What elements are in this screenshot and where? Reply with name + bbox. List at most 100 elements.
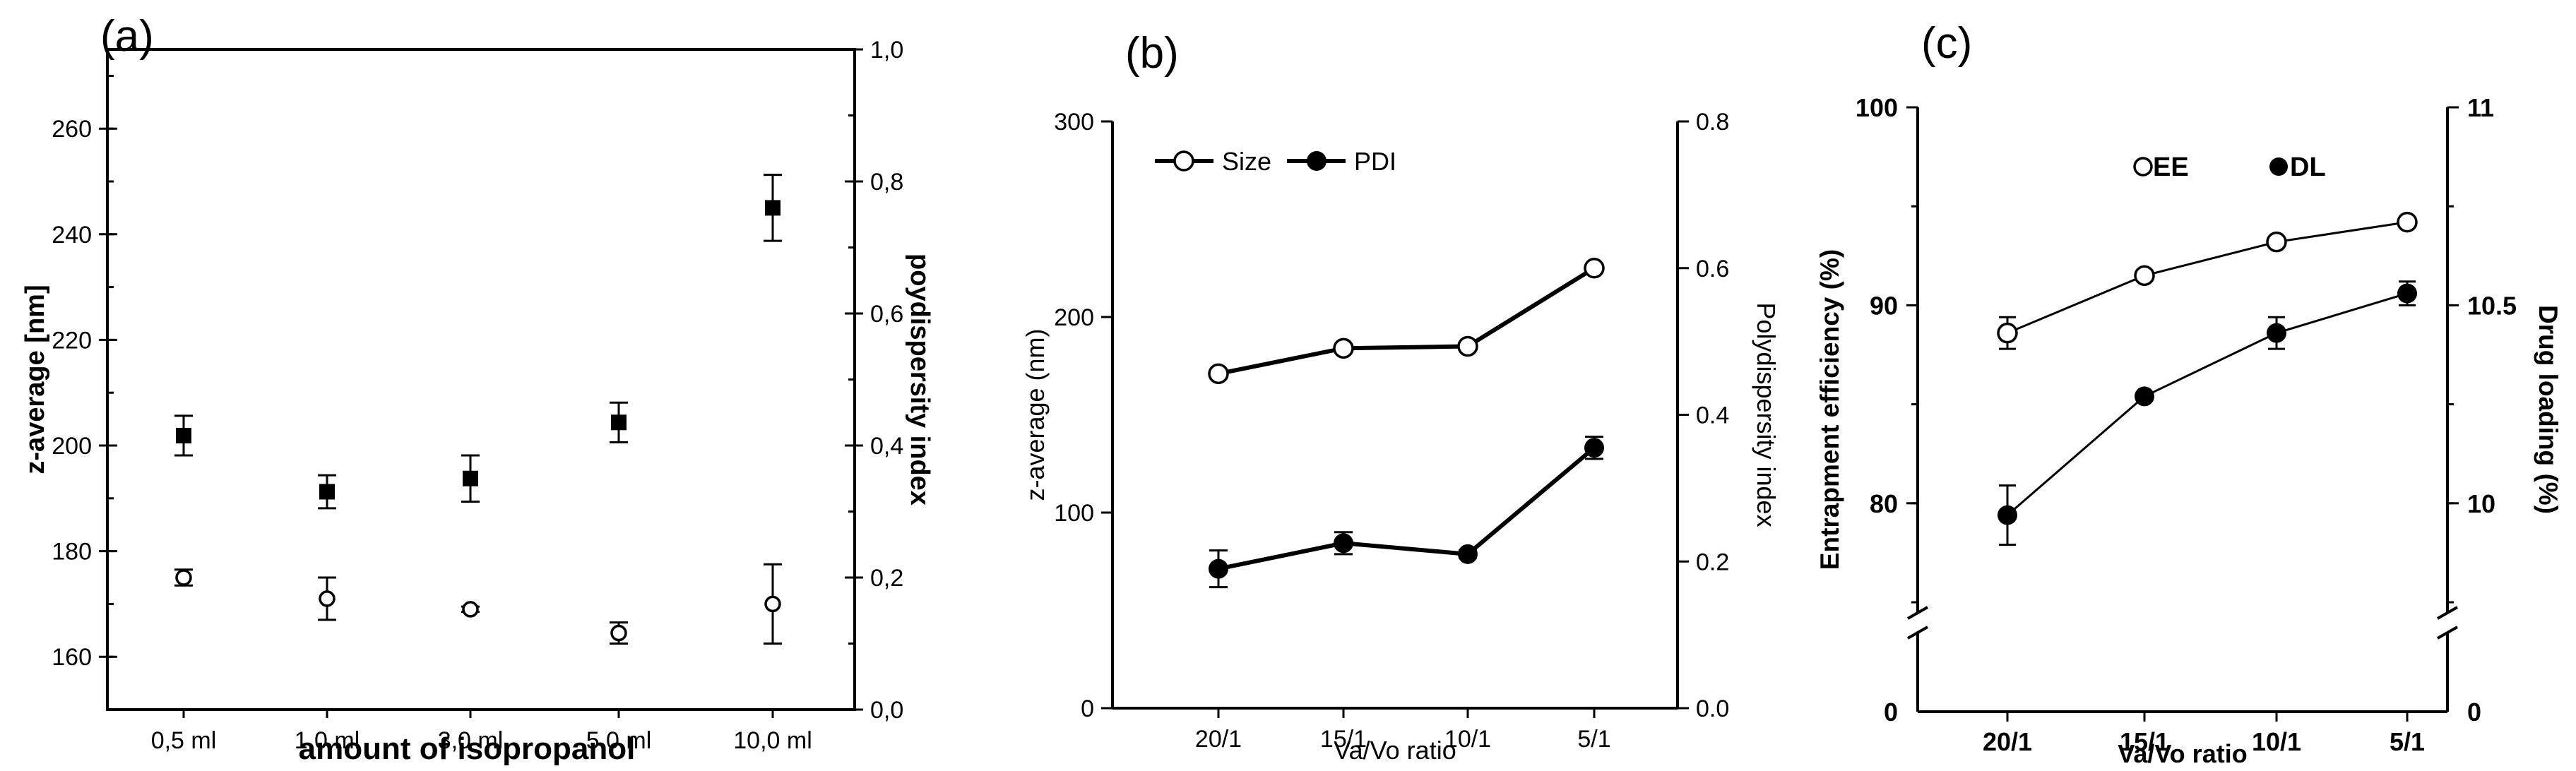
y2-tick-label: 1,0: [870, 37, 903, 64]
y-tick-label: 300: [1054, 109, 1094, 136]
data-point-pdi: [1584, 438, 1604, 458]
y2-zero-label: 0: [2467, 698, 2481, 727]
y2-tick-label: 0.4: [1696, 402, 1729, 429]
y-axis-label: Entrapment efficiency (%): [1815, 249, 1844, 570]
y-tick-label: 200: [1054, 304, 1094, 331]
y2-axis-label: Polydispersity index: [1752, 302, 1781, 527]
x-tick-label: 10/1: [1444, 726, 1491, 753]
series-line-ee: [2007, 221, 2408, 335]
plot-frame: [106, 48, 856, 711]
y2-axis-label: poydispersity index: [905, 253, 934, 506]
y-axis-label: z-average [nm]: [20, 285, 50, 474]
axis-break-mark: [2437, 606, 2458, 620]
x-tick-label: 1,0 ml: [295, 727, 360, 754]
data-point-size: [1584, 258, 1605, 279]
data-point-dl: [1998, 505, 2017, 525]
series-line-pdi: [1218, 446, 1596, 571]
y2-tick-label: 0.0: [1696, 695, 1729, 722]
legend-label-pdi: PDI: [1354, 147, 1396, 176]
y2-tick-label: 0.6: [1696, 256, 1729, 282]
data-point-filled-square: [176, 427, 191, 443]
x-tick-label: 20/1: [1983, 727, 2032, 756]
x-tick-label: 3,0 ml: [438, 727, 504, 754]
x-tick-label: 15/1: [1320, 726, 1367, 753]
legend-label-size: Size: [1222, 147, 1271, 176]
x-axis-label: amount of isopropanol: [299, 731, 636, 766]
y-tick-label: 80: [1870, 489, 1898, 518]
y2-tick-label: 11: [2467, 93, 2494, 122]
panel-label: (a): [100, 12, 154, 61]
data-point-open-circle: [319, 590, 336, 607]
data-point-dl: [2267, 323, 2286, 343]
data-point-size: [1333, 337, 1354, 359]
y-zero-label: 0: [1884, 698, 1898, 727]
data-point-open-circle: [462, 601, 479, 618]
y2-tick-label: 0,2: [870, 565, 903, 592]
x-tick-label: 5/1: [2390, 727, 2425, 756]
data-point-ee: [2266, 231, 2287, 253]
data-point-ee: [2134, 265, 2155, 287]
y-tick-label: 0: [1081, 695, 1094, 722]
panel-label: (c): [1921, 19, 1972, 68]
panel-b: (b) 0 100 200 300 0.0 0.2 0.4 0.6 0.8 20/1 15/1 10/1…: [1021, 29, 1781, 765]
y-tick-label: 240: [52, 222, 92, 249]
panel-c: (c) 80 90 100 10 10.5 11 0 0 20/1 15/1 10/1 5/1 Va/Vo…: [1815, 19, 2563, 768]
y2-tick-label: 0.2: [1696, 549, 1729, 575]
axis-break-mark: [1907, 606, 1928, 620]
y-tick-label: 90: [1870, 291, 1898, 320]
data-point-pdi: [1209, 558, 1228, 579]
data-point-open-circle: [764, 595, 781, 613]
panel-label: (b): [1125, 29, 1179, 78]
y2-tick-label: 0,8: [870, 169, 903, 196]
y-tick-label: 220: [52, 327, 92, 354]
series-line-size: [1218, 266, 1596, 376]
y2-tick-label: 0,6: [870, 301, 903, 328]
data-point-filled-square: [463, 470, 478, 486]
data-point-filled-square: [319, 484, 335, 500]
x-tick-label: 0,5 ml: [151, 727, 217, 754]
data-point-ee: [2397, 211, 2418, 233]
y-tick-label: 260: [52, 116, 92, 143]
legend-label-ee: EE: [2153, 153, 2189, 182]
legend-marker-size: [1173, 150, 1194, 172]
x-tick-label: 5,0 ml: [586, 727, 652, 754]
y-tick-label: 100: [1054, 500, 1094, 527]
data-point-pdi: [1458, 544, 1478, 564]
series-line-dl: [2007, 292, 2408, 516]
legend-label-dl: DL: [2290, 153, 2326, 182]
legend-marker-ee: [2133, 157, 2153, 177]
panel-a: (a) 160 180 200 220 240 260 0,0 0,2 0,4 0,6 0,8 1,0 0…: [20, 12, 934, 766]
data-point-size: [1457, 335, 1478, 357]
y2-tick-label: 0,0: [870, 697, 903, 724]
data-point-open-circle: [175, 569, 192, 586]
y-tick-label: 200: [52, 433, 92, 460]
axis-break-mark: [2437, 626, 2458, 640]
y-tick-label: 160: [52, 644, 92, 671]
legend-marker-pdi: [1307, 151, 1326, 171]
x-tick-label: 20/1: [1195, 726, 1242, 753]
y2-tick-label: 10.5: [2467, 291, 2517, 320]
y2-tick-label: 0,4: [870, 433, 903, 460]
x-axis-label: Va/Vo ratio: [1334, 736, 1456, 765]
y-tick-label: 180: [52, 539, 92, 566]
x-tick-label: 15/1: [2120, 727, 2169, 756]
data-point-filled-square: [611, 414, 627, 431]
x-axis-label: Va/Vo ratio: [2118, 739, 2247, 768]
axis-break-mark: [1907, 626, 1928, 640]
data-point-dl: [2397, 283, 2417, 304]
x-tick-label: 5/1: [1577, 726, 1610, 753]
y2-axis-label: Drug loading (%): [2534, 305, 2563, 514]
y2-tick-label: 0.8: [1696, 109, 1729, 136]
x-tick-label: 10,0 ml: [733, 727, 812, 754]
data-point-dl: [2135, 386, 2154, 407]
y-axis-label: z-average (nm): [1021, 328, 1050, 501]
y-tick-label: 100: [1856, 93, 1898, 122]
x-tick-label: 10/1: [2252, 727, 2301, 756]
data-point-ee: [1997, 322, 2018, 344]
legend-marker-dl: [2269, 157, 2288, 176]
data-point-pdi: [1334, 533, 1353, 554]
data-point-open-circle: [610, 624, 627, 642]
data-point-filled-square: [765, 200, 780, 216]
y2-tick-label: 10: [2467, 489, 2495, 518]
